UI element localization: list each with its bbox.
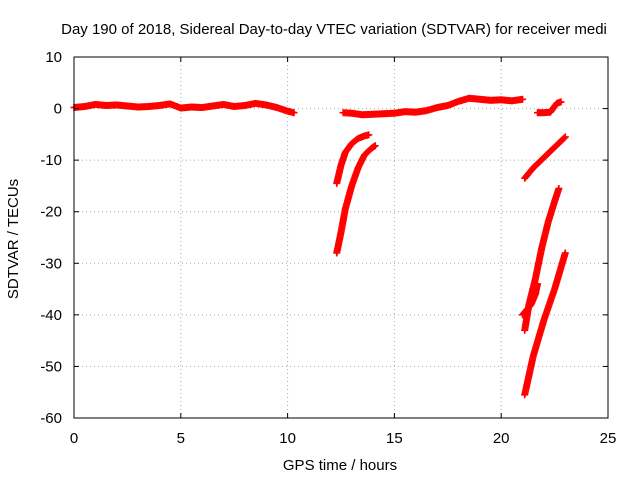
plot-frame (73, 56, 609, 419)
data-point (371, 142, 379, 150)
y-tick-label: -10 (40, 152, 62, 169)
data-point (534, 280, 542, 288)
data-series (534, 98, 565, 117)
y-tick-label: -60 (40, 410, 62, 427)
x-tick-label: 10 (279, 430, 296, 447)
data-series (521, 133, 569, 182)
x-tick-label: 15 (386, 430, 403, 447)
chart-title: Day 190 of 2018, Sidereal Day-to-day VTE… (61, 21, 607, 38)
y-axis-label: SDTVAR / TECUs (5, 179, 22, 299)
y-tick-label: 0 (54, 101, 62, 118)
x-tick-label: 25 (600, 430, 617, 447)
data-series (521, 185, 563, 334)
y-tick-label: 10 (45, 49, 62, 66)
series-layer (70, 94, 569, 399)
grid-layer (74, 57, 608, 418)
data-point (365, 131, 373, 139)
data-series (333, 131, 373, 187)
y-tick-label: -30 (40, 255, 62, 272)
data-point (557, 98, 565, 106)
data-point (560, 134, 568, 142)
data-series (339, 94, 527, 119)
y-tick-label: -20 (40, 204, 62, 221)
data-point (555, 185, 563, 193)
data-point (519, 95, 527, 103)
y-tick-label: -40 (40, 307, 62, 324)
data-series (521, 249, 569, 399)
y-tick-label: -50 (40, 358, 62, 375)
x-tick-label: 0 (70, 430, 78, 447)
data-series (519, 280, 542, 319)
x-tick-label: 20 (493, 430, 510, 447)
x-tick-label: 5 (177, 430, 185, 447)
data-point (561, 133, 569, 141)
x-axis-label: GPS time / hours (283, 457, 397, 474)
data-point (561, 249, 569, 257)
data-series (333, 142, 379, 257)
tick-layer: 0 5 10 15 20 25 -60 -50 -40 -30 -20 -10 0 10 (40, 49, 616, 447)
data-point (290, 109, 298, 117)
